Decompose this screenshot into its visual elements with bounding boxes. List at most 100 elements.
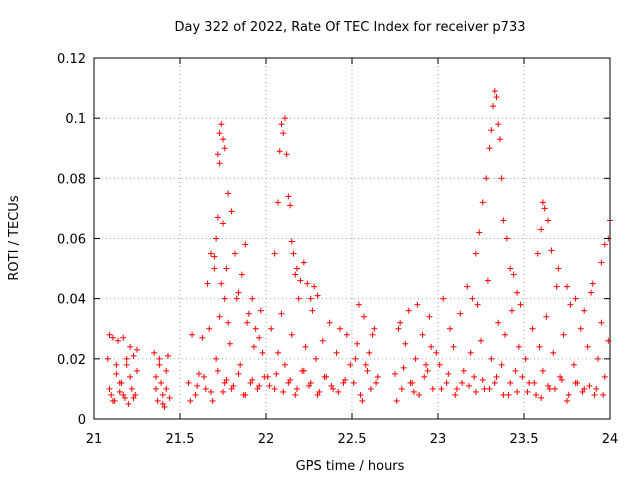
data-point	[548, 247, 555, 254]
data-point	[541, 205, 548, 212]
data-point	[218, 121, 225, 128]
data-point	[195, 370, 202, 377]
data-point	[343, 331, 350, 338]
data-point	[209, 397, 216, 404]
data-point	[228, 208, 235, 215]
data-point	[245, 310, 252, 317]
data-point	[347, 361, 354, 368]
data-point	[493, 94, 500, 101]
data-point	[314, 292, 321, 299]
data-point	[130, 352, 137, 359]
data-point	[104, 355, 111, 362]
data-point	[216, 130, 223, 137]
data-point	[306, 382, 312, 389]
data-point	[128, 385, 135, 392]
data-point	[416, 391, 423, 398]
data-point	[232, 250, 239, 257]
chart-title: Day 322 of 2022, Rate Of TEC Index for r…	[175, 20, 526, 35]
data-point	[536, 343, 543, 350]
data-point	[333, 349, 340, 356]
data-point	[297, 277, 304, 284]
data-point	[123, 361, 130, 368]
data-point	[359, 397, 366, 404]
data-point	[428, 343, 435, 350]
data-point	[120, 334, 127, 341]
data-point	[207, 250, 214, 257]
data-point	[295, 295, 302, 302]
data-point	[422, 361, 429, 368]
data-point	[281, 115, 288, 122]
data-point	[410, 388, 417, 395]
data-point	[113, 361, 120, 368]
data-point	[553, 283, 560, 290]
data-point	[565, 391, 572, 398]
data-point	[551, 385, 558, 392]
data-point	[496, 136, 503, 143]
data-point	[161, 403, 168, 410]
data-point	[109, 334, 116, 341]
data-point	[493, 373, 500, 380]
y-tick-label: 0	[78, 413, 86, 428]
data-point	[223, 376, 230, 383]
data-point	[479, 376, 486, 383]
data-point	[280, 130, 287, 137]
data-point	[211, 253, 218, 260]
data-point	[152, 373, 159, 380]
data-point	[500, 217, 507, 224]
data-point	[355, 301, 362, 308]
data-point	[534, 250, 541, 257]
data-point	[373, 379, 380, 386]
data-point	[436, 361, 443, 368]
data-point	[429, 385, 436, 392]
data-point	[457, 310, 464, 317]
data-point	[584, 343, 591, 350]
data-point	[304, 280, 311, 287]
data-point	[586, 382, 593, 389]
data-point	[445, 370, 452, 377]
data-point	[567, 301, 574, 308]
data-point	[164, 352, 171, 359]
data-point	[293, 265, 300, 272]
data-point	[273, 370, 280, 377]
data-point	[134, 367, 140, 374]
data-point	[214, 214, 221, 221]
data-point	[115, 337, 122, 344]
data-point	[342, 376, 349, 383]
data-point	[503, 235, 510, 242]
data-point	[479, 199, 486, 206]
data-point	[517, 301, 524, 308]
data-point	[216, 160, 223, 167]
x-tick-label: 21	[86, 432, 103, 447]
data-point	[156, 361, 163, 368]
data-point	[244, 319, 251, 326]
x-axis-label: GPS time / hours	[296, 459, 405, 474]
data-point	[469, 295, 476, 302]
data-point	[192, 391, 199, 398]
data-point	[491, 379, 498, 386]
data-point	[211, 265, 218, 272]
data-point	[484, 277, 491, 284]
data-point	[271, 385, 278, 392]
data-point	[116, 388, 123, 395]
data-point	[257, 307, 264, 314]
data-point	[340, 379, 347, 386]
data-point	[440, 295, 447, 302]
data-point	[254, 385, 261, 392]
data-point	[106, 331, 113, 338]
data-point	[109, 397, 116, 404]
x-tick-label: 24	[602, 432, 619, 447]
data-point	[350, 379, 357, 386]
data-point	[213, 235, 220, 242]
data-point	[288, 238, 295, 245]
y-axis-label: ROTI / TECUs	[7, 195, 22, 280]
data-point	[121, 394, 128, 401]
data-point	[395, 325, 402, 332]
data-point	[558, 376, 565, 383]
data-point	[221, 379, 228, 386]
data-point	[201, 373, 208, 380]
data-point	[486, 385, 493, 392]
data-point	[302, 343, 309, 350]
data-point	[238, 271, 245, 278]
x-tick-label: 22	[258, 432, 275, 447]
